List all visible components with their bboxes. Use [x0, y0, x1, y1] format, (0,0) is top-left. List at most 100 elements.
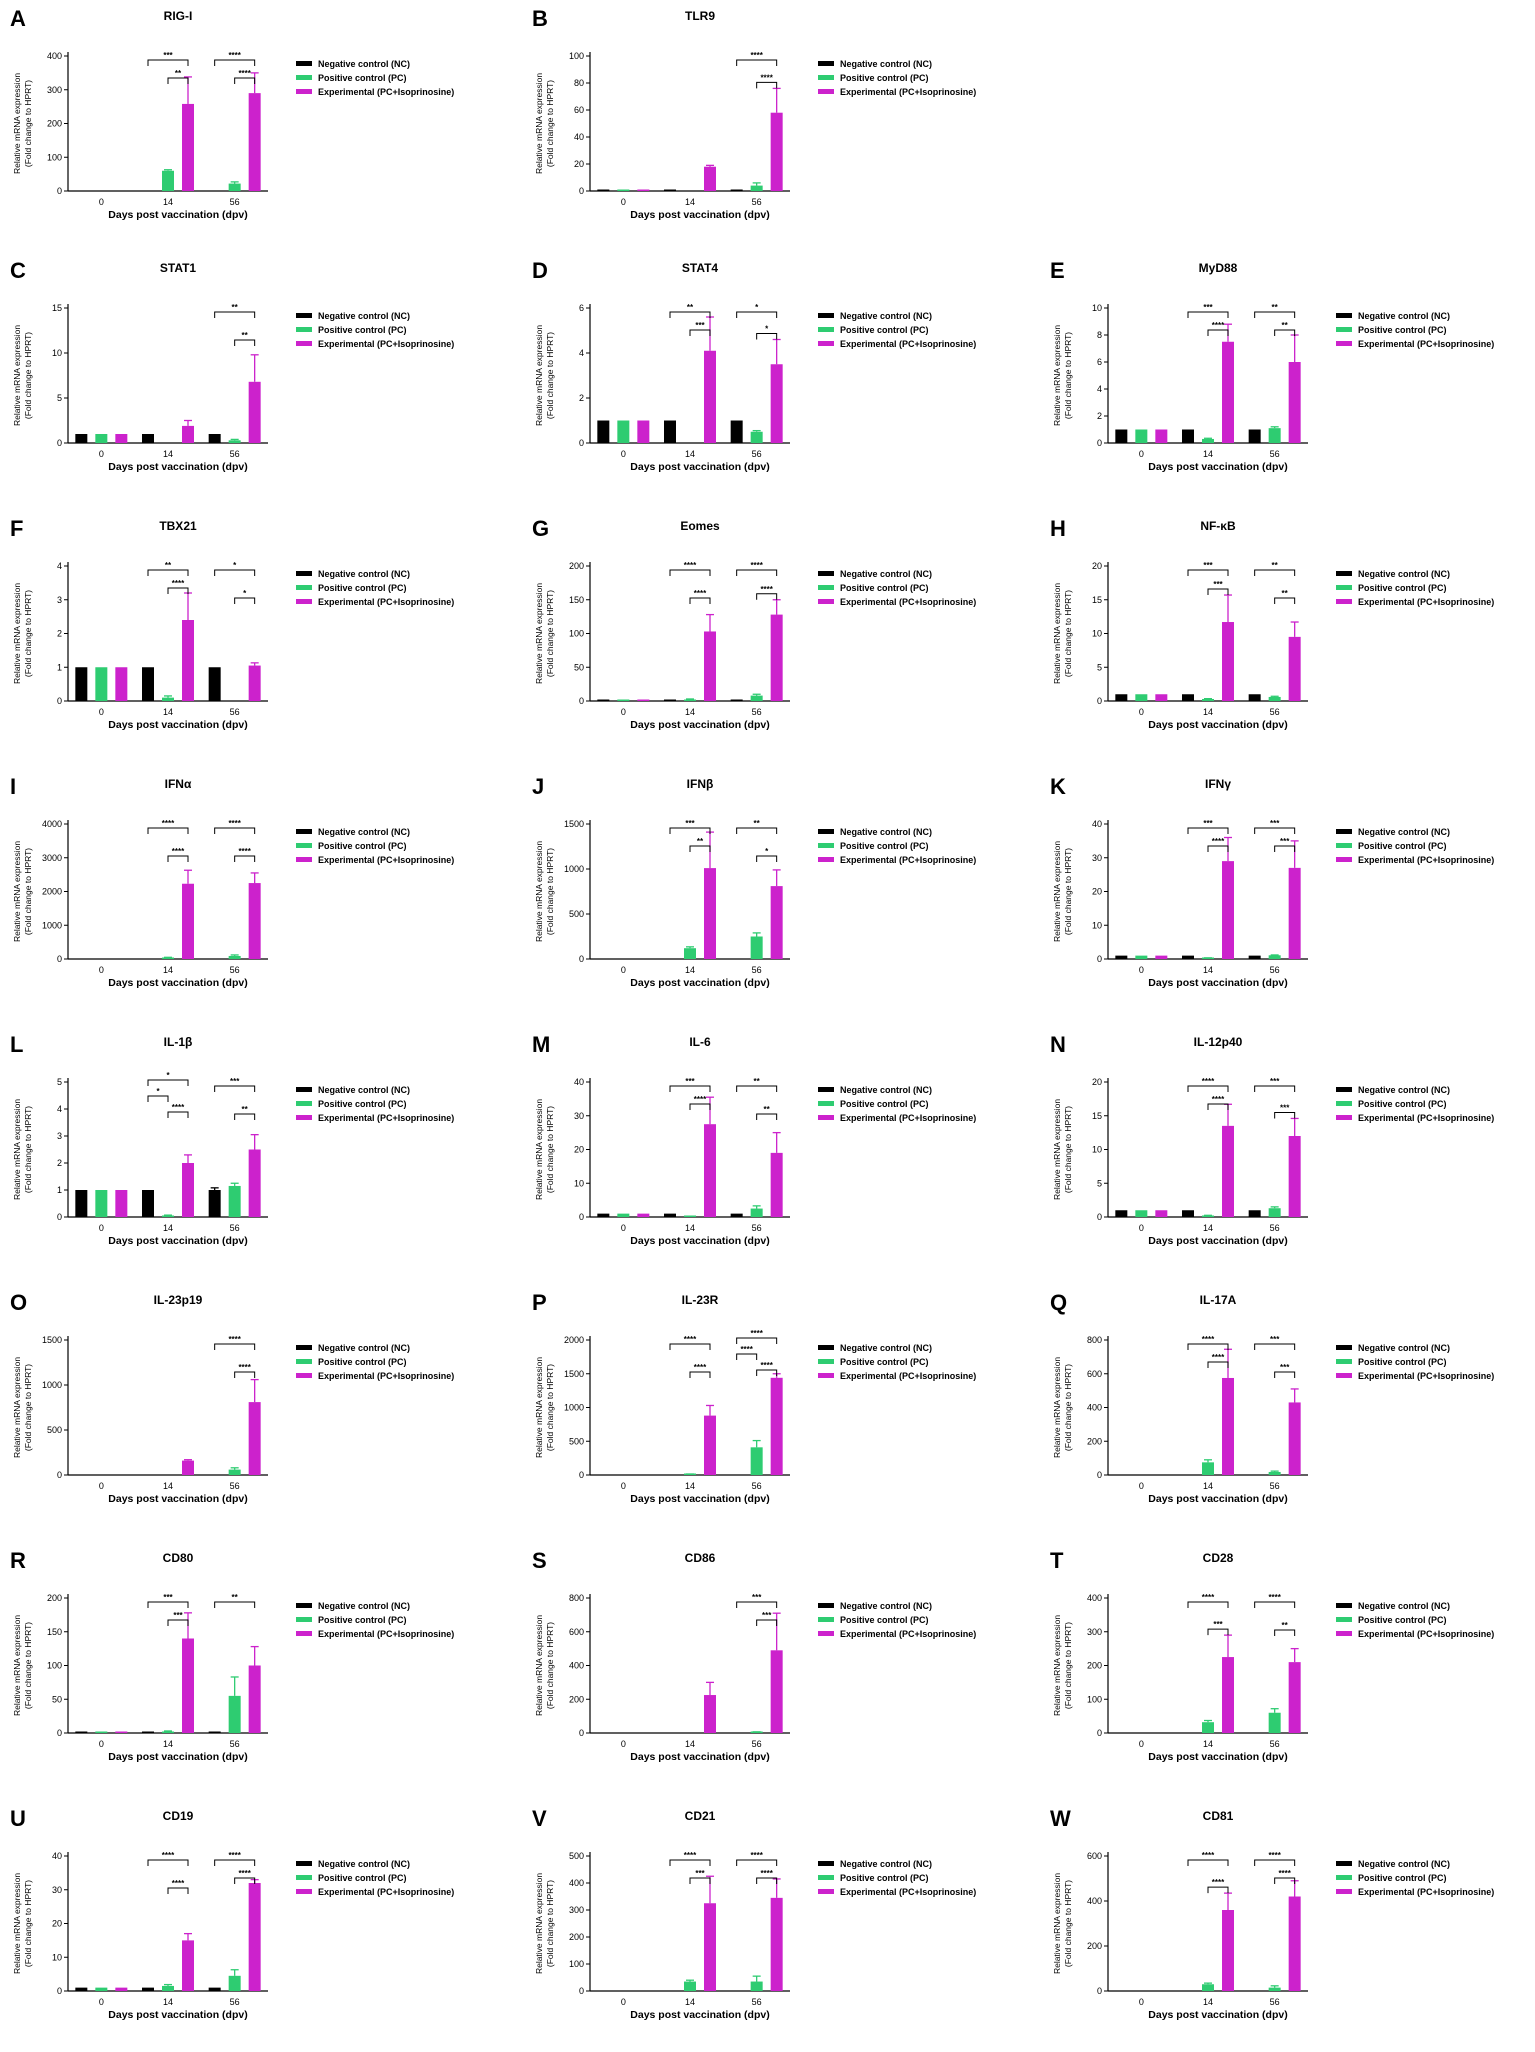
sig-label-inner: **	[764, 1105, 771, 1114]
y-axis-label-line2: (Fold change to HPRT)	[545, 1364, 555, 1451]
sig-label-outer: ***	[685, 819, 695, 828]
bar-pc-0	[95, 1731, 108, 1733]
y-axis-label-line2: (Fold change to HPRT)	[1063, 1622, 1073, 1709]
legend-label-nc: Negative control (NC)	[318, 827, 410, 837]
y-tick-label: 10	[1092, 303, 1102, 313]
bar-exp-14	[182, 1163, 194, 1217]
bar-pc-56	[1268, 696, 1281, 701]
chart-title: CD80	[163, 1551, 194, 1565]
sig-bracket-outer	[214, 311, 256, 318]
sig-bracket-outer	[1187, 1343, 1229, 1350]
x-tick-label: 0	[621, 1997, 626, 2007]
sig-bracket-inner	[756, 593, 778, 600]
y-tick-label: 15	[1092, 1111, 1102, 1121]
legend-swatch-nc	[818, 1087, 834, 1092]
bar-nc-0	[597, 699, 610, 701]
bar-pc-14	[1202, 438, 1214, 443]
bar-exp-0	[637, 420, 650, 443]
panel-letter: M	[532, 1032, 550, 1057]
sig-label-inner: **	[242, 331, 249, 340]
legend-label-nc: Negative control (NC)	[318, 1859, 410, 1869]
legend-swatch-nc	[296, 1603, 312, 1608]
bar-pc-14	[162, 697, 174, 701]
bar-pc-56	[228, 183, 241, 191]
y-tick-label: 0	[1097, 1212, 1102, 1222]
sig-bracket-outer	[147, 827, 189, 834]
sig-label-outer: ****	[684, 1335, 697, 1344]
x-tick-label: 0	[621, 707, 626, 717]
x-tick-label: 0	[99, 1223, 104, 1233]
sig-label-inner: ****	[1212, 321, 1225, 330]
legend-label-pc: Positive control (PC)	[1358, 325, 1447, 335]
chart-title: STAT1	[160, 261, 197, 275]
y-tick-label: 0	[57, 1212, 62, 1222]
sig-label-inner: ****	[760, 73, 773, 82]
bar-nc-14	[664, 699, 676, 701]
y-tick-label: 2	[579, 393, 584, 403]
sig-bracket-inner	[167, 587, 189, 594]
y-tick-label: 1000	[42, 920, 62, 930]
x-tick-label: 56	[230, 965, 240, 975]
y-tick-label: 100	[47, 152, 62, 162]
legend-swatch-exp	[296, 1631, 312, 1636]
legend-label-pc: Positive control (PC)	[1358, 841, 1447, 851]
y-tick-label: 3	[57, 595, 62, 605]
sig-label-outer: **	[232, 303, 239, 312]
x-tick-label: 56	[1270, 707, 1280, 717]
sig-label-inner: ****	[1212, 1353, 1225, 1362]
x-axis-label: Days post vaccination (dpv)	[630, 2009, 769, 2021]
x-tick-label: 14	[1203, 1223, 1213, 1233]
bar-pc-0	[1135, 955, 1148, 959]
bar-exp-0	[1155, 429, 1168, 443]
legend-swatch-nc	[296, 571, 312, 576]
y-tick-label: 20	[1092, 887, 1102, 897]
sig-label-inner: ****	[1278, 1869, 1291, 1878]
x-tick-label: 0	[1139, 449, 1144, 459]
chart-title: CD86	[685, 1551, 716, 1565]
sig-label-outer: ****	[228, 1851, 241, 1860]
sig-label-inner: ****	[238, 1363, 251, 1372]
y-tick-label: 0	[1097, 1728, 1102, 1738]
bar-exp-56	[1288, 1662, 1301, 1733]
legend-label-nc: Negative control (NC)	[318, 1343, 410, 1353]
legend-label-nc: Negative control (NC)	[318, 1085, 410, 1095]
x-tick-label: 56	[230, 197, 240, 207]
y-tick-label: 4	[57, 561, 62, 571]
y-axis-label: Relative mRNA expression(Fold change to …	[534, 325, 555, 426]
y-tick-label: 200	[1087, 1661, 1102, 1671]
bar-exp-0	[1155, 1210, 1168, 1217]
y-tick-label: 0	[57, 186, 62, 196]
bar-pc-56	[1268, 1712, 1281, 1733]
sig-bracket-outer	[1187, 1601, 1229, 1608]
bar-exp-14	[182, 1638, 194, 1733]
y-tick-label: 200	[569, 561, 584, 571]
legend-swatch-exp	[1336, 1115, 1352, 1120]
legend-label-nc: Negative control (NC)	[1358, 1601, 1450, 1611]
y-tick-label: 30	[574, 1111, 584, 1121]
sig-bracket-outer	[669, 311, 711, 318]
chart-title: CD19	[163, 1809, 194, 1823]
x-tick-label: 0	[1139, 1739, 1144, 1749]
bar-pc-56	[1268, 1987, 1281, 1991]
y-tick-label: 5	[1097, 662, 1102, 672]
sig-label-mid: *	[156, 1087, 160, 1096]
legend-label-pc: Positive control (PC)	[840, 1357, 929, 1367]
sig-bracket-inner	[234, 339, 256, 346]
bar-exp-0	[637, 699, 650, 701]
bar-exp-56	[248, 1665, 261, 1733]
legend-swatch-pc	[296, 75, 312, 80]
y-tick-label: 3	[57, 1131, 62, 1141]
bar-exp-14	[182, 1940, 194, 1991]
bar-nc-56	[730, 699, 743, 701]
x-tick-label: 14	[163, 965, 173, 975]
y-axis-label-line2: (Fold change to HPRT)	[23, 80, 33, 167]
y-axis-label: Relative mRNA expression(Fold change to …	[534, 1357, 555, 1458]
y-tick-label: 5	[57, 1077, 62, 1087]
panel-a: A RIG-I Relative mRNA expression(Fold chan…	[10, 6, 454, 221]
x-tick-label: 14	[685, 197, 695, 207]
bar-exp-14	[704, 1695, 716, 1733]
bar-pc-0	[617, 189, 630, 191]
legend-label-pc: Positive control (PC)	[318, 325, 407, 335]
y-tick-label: 40	[574, 132, 584, 142]
x-axis-label: Days post vaccination (dpv)	[630, 977, 769, 989]
